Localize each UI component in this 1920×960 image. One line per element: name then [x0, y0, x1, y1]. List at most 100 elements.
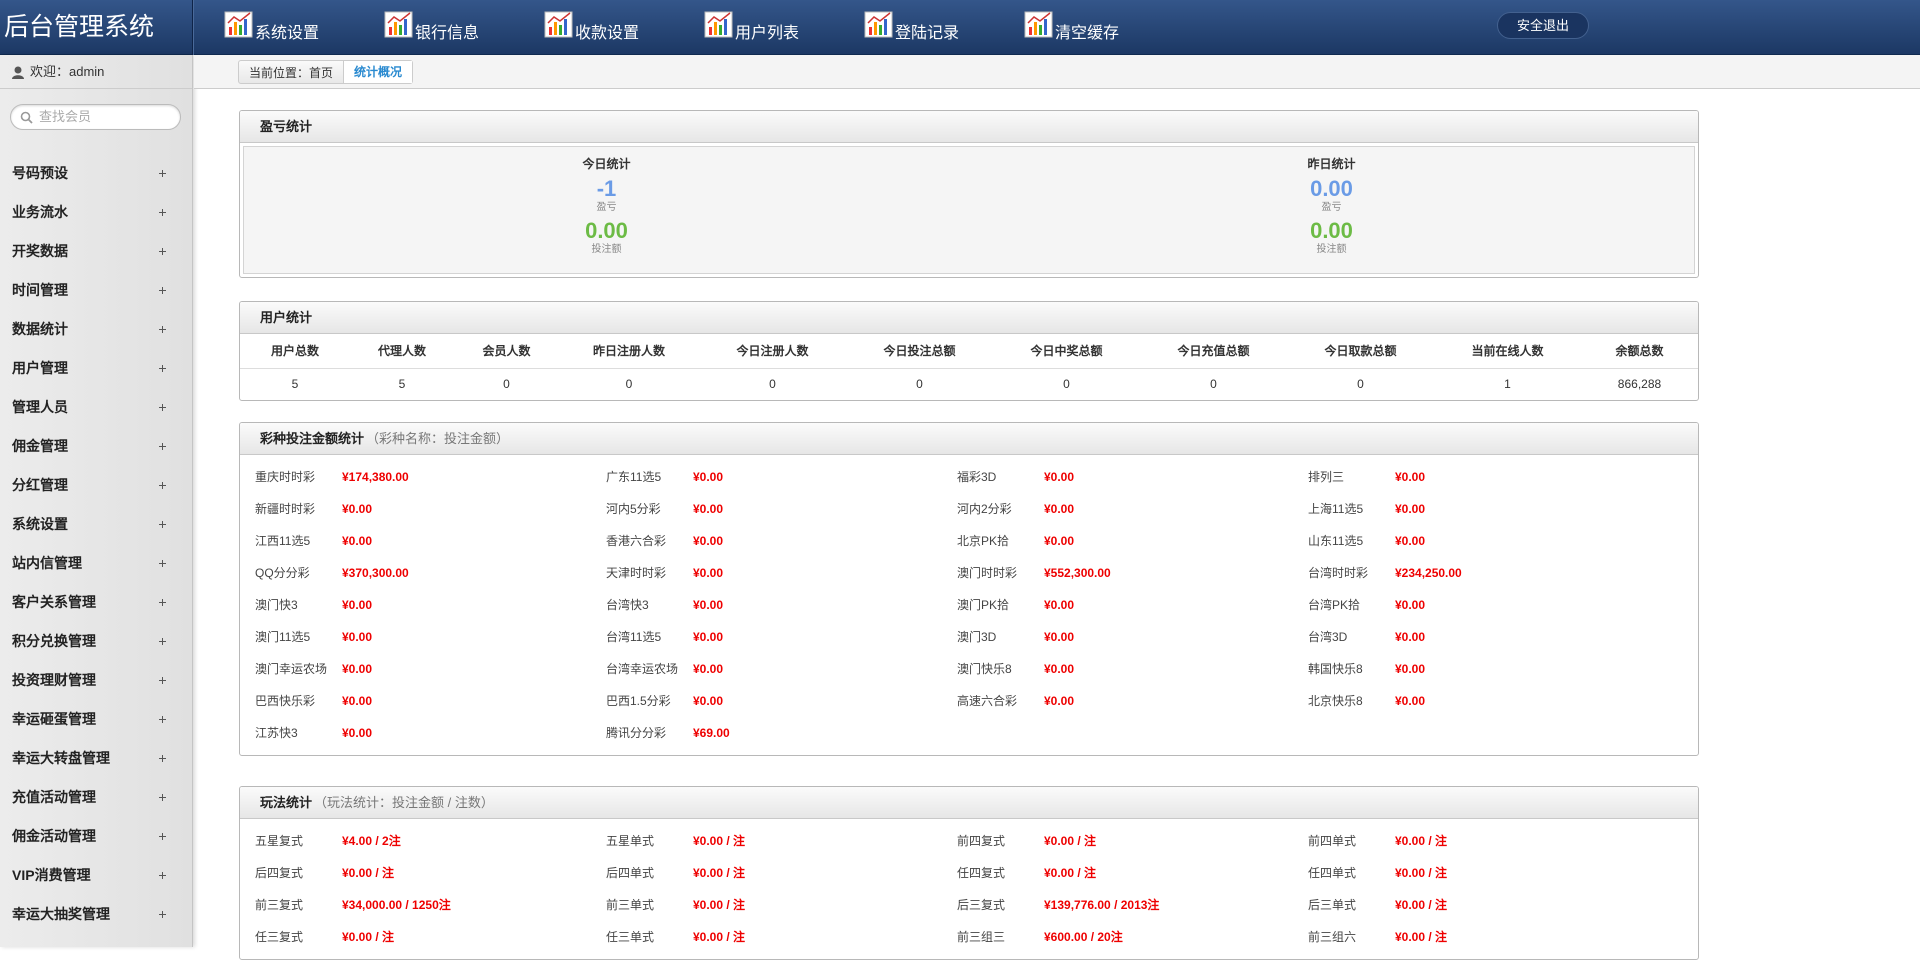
item-name: 河内5分彩	[606, 502, 661, 516]
stats-item: 前三复式 ¥34,000.00 / 1250注	[255, 889, 606, 921]
stats-item: 后三单式 ¥0.00 / 注	[1308, 889, 1659, 921]
stats-item: 澳门幸运农场 ¥0.00	[255, 653, 606, 685]
stats-item: 北京快乐8 ¥0.00	[1308, 685, 1659, 717]
column-header: 当前在线人数	[1434, 334, 1581, 369]
menu-item[interactable]: 站内信管理	[0, 544, 193, 583]
menu-item[interactable]: 幸运砸蛋管理	[0, 700, 193, 739]
menu-item[interactable]: 幸运大转盘管理	[0, 739, 193, 778]
item-name: 排列三	[1308, 470, 1345, 484]
menu-item[interactable]: 数据统计	[0, 310, 193, 349]
stats-item: 河内2分彩 ¥0.00	[957, 493, 1308, 525]
stats-item: 澳门快3 ¥0.00	[255, 589, 606, 621]
panel-title: 用户统计	[260, 310, 313, 325]
expand-icon	[159, 755, 166, 762]
menu-item[interactable]: 管理人员	[0, 388, 193, 427]
stats-item: 澳门时时彩 ¥552,300.00	[957, 557, 1308, 589]
expand-icon	[159, 248, 166, 255]
expand-icon	[159, 443, 166, 450]
nav-icon	[864, 11, 893, 38]
menu-item[interactable]: 幸运大抽奖管理	[0, 895, 193, 934]
item-amount: ¥0.00 / 注	[1395, 834, 1448, 848]
stats-item: 巴西1.5分彩 ¥0.00	[606, 685, 957, 717]
header: 后台管理系统 系统设置 银行信息 收款设置 用户列表 登陆记录 清空缓存 安全退出	[0, 0, 1920, 55]
menu-item[interactable]: 业务流水	[0, 193, 193, 232]
item-amount: ¥0.00	[693, 470, 724, 484]
profit-column: 今日统计 -1 盈亏 0.00 投注额	[244, 147, 969, 273]
nav-icon	[1024, 11, 1053, 38]
nav-label: 银行信息	[415, 25, 480, 42]
item-amount: ¥0.00	[342, 502, 373, 516]
menu-label: 分红管理	[12, 477, 68, 493]
menu-item[interactable]: VIP消费管理	[0, 856, 193, 895]
menu-item[interactable]: 时间管理	[0, 271, 193, 310]
item-amount: ¥0.00	[693, 566, 724, 580]
column-header: 今日注册人数	[699, 334, 846, 369]
menu-item[interactable]: 积分兑换管理	[0, 622, 193, 661]
table-cell: 0	[1063, 377, 1070, 392]
item-name: 江西11选5	[255, 534, 311, 548]
expand-icon	[159, 833, 166, 840]
item-name: 巴西1.5分彩	[606, 694, 671, 708]
panel-header: 玩法统计 （玩法统计：投注金额 / 注数）	[240, 787, 1698, 819]
panel-title: 彩种投注金额统计	[260, 431, 365, 446]
expand-icon	[159, 482, 166, 489]
nav-label: 系统设置	[255, 25, 320, 42]
item-amount: ¥0.00 / 注	[342, 866, 395, 880]
menu-item[interactable]: 用户管理	[0, 349, 193, 388]
table-cell: 0	[916, 377, 923, 392]
menu-item[interactable]: 客户关系管理	[0, 583, 193, 622]
menu-item[interactable]: 充值活动管理	[0, 778, 193, 817]
item-amount: ¥0.00 / 注	[1044, 866, 1097, 880]
menu-item[interactable]: 系统设置	[0, 505, 193, 544]
item-name: 澳门时时彩	[957, 566, 1018, 580]
breadcrumb-current[interactable]: 统计概况	[343, 61, 413, 83]
item-amount: ¥0.00	[693, 502, 724, 516]
expand-icon	[159, 365, 166, 372]
menu-item[interactable]: 分红管理	[0, 466, 193, 505]
menu-item[interactable]: 佣金活动管理	[0, 817, 193, 856]
user-stats-table: 用户总数 代理人数 会员人数 昨日注册人数 今日注册人数 今日投注总额 今日中奖总额 今日充值…	[240, 334, 1698, 400]
item-amount: ¥139,776.00 / 2013注	[1044, 898, 1160, 912]
menu-item[interactable]: 开奖数据	[0, 232, 193, 271]
stats-item: 台湾3D ¥0.00	[1308, 621, 1659, 653]
logout-button[interactable]: 安全退出	[1497, 12, 1589, 39]
menu-item[interactable]: 佣金管理	[0, 427, 193, 466]
profit-heading: 昨日统计	[1307, 157, 1356, 171]
breadcrumb: 当前位置：首页 统计概况	[238, 60, 414, 84]
menu-label: 开奖数据	[12, 243, 68, 259]
stats-item: 任四单式 ¥0.00 / 注	[1308, 857, 1659, 889]
item-amount: ¥0.00	[1395, 598, 1426, 612]
item-amount: ¥0.00 / 注	[693, 930, 746, 944]
item-name: 澳门快3	[255, 598, 298, 612]
item-name: 香港六合彩	[606, 534, 667, 548]
stats-item: 澳门PK拾 ¥0.00	[957, 589, 1308, 621]
menu-label: 数据统计	[12, 321, 68, 337]
panel-header: 用户统计	[240, 302, 1698, 334]
item-amount: ¥0.00	[1395, 694, 1426, 708]
stats-item: 后四复式 ¥0.00 / 注	[255, 857, 606, 889]
user-icon	[12, 66, 24, 80]
stats-item: 台湾幸运农场 ¥0.00	[606, 653, 957, 685]
menu-label: 幸运砸蛋管理	[12, 711, 96, 727]
menu-label: 投资理财管理	[12, 672, 96, 688]
item-amount: ¥0.00	[1395, 502, 1426, 516]
menu-item[interactable]: 号码预设	[0, 154, 193, 193]
item-name: 前四复式	[957, 834, 1006, 848]
menu-item[interactable]: 投资理财管理	[0, 661, 193, 700]
item-name: 后三单式	[1308, 898, 1357, 912]
search-box[interactable]: 查找会员	[10, 104, 181, 130]
column-header: 余额总数	[1581, 334, 1698, 369]
stats-item: 台湾11选5 ¥0.00	[606, 621, 957, 653]
column-header: 昨日注册人数	[559, 334, 699, 369]
item-name: 澳门11选5	[255, 630, 311, 644]
item-amount: ¥552,300.00	[1044, 566, 1111, 580]
nav-icon	[384, 11, 413, 38]
menu-label: 时间管理	[12, 282, 68, 298]
table-cell: 0	[1210, 377, 1217, 392]
stats-grid: 五星复式 ¥4.00 / 2注 五星单式 ¥0.00 / 注 前四复式 ¥0.00 / 注…	[240, 819, 1698, 959]
profit-column: 昨日统计 0.00 盈亏 0.00 投注额	[969, 147, 1694, 273]
profit-label: 盈亏	[1321, 202, 1342, 213]
user-stats-panel: 用户统计用户总数 代理人数 会员人数 昨日注册人数 今日注册人数 今日投注总额 今日中奖总额…	[239, 301, 1699, 401]
expand-icon	[159, 716, 166, 723]
stats-item: 前四单式 ¥0.00 / 注	[1308, 825, 1659, 857]
